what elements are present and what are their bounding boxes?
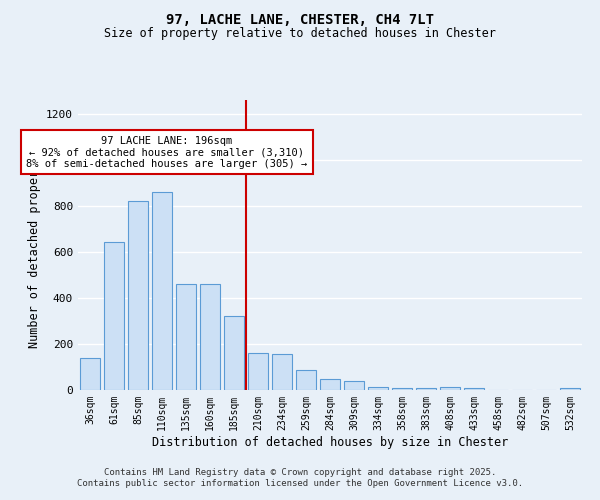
Bar: [320, 379, 340, 390]
X-axis label: Distribution of detached houses by size in Chester: Distribution of detached houses by size …: [152, 436, 508, 448]
Bar: [224, 316, 244, 390]
Y-axis label: Number of detached properties: Number of detached properties: [28, 142, 41, 348]
Bar: [272, 354, 292, 390]
Bar: [176, 284, 196, 390]
Bar: [152, 192, 172, 390]
Bar: [416, 388, 436, 390]
Text: 97, LACHE LANE, CHESTER, CH4 7LT: 97, LACHE LANE, CHESTER, CH4 7LT: [166, 12, 434, 26]
Bar: [344, 382, 364, 390]
Bar: [128, 202, 148, 390]
Bar: [392, 388, 412, 390]
Bar: [440, 387, 460, 390]
Text: Size of property relative to detached houses in Chester: Size of property relative to detached ho…: [104, 28, 496, 40]
Bar: [104, 242, 124, 390]
Bar: [296, 370, 316, 390]
Text: 97 LACHE LANE: 196sqm
← 92% of detached houses are smaller (3,310)
8% of semi-de: 97 LACHE LANE: 196sqm ← 92% of detached …: [26, 136, 307, 169]
Bar: [248, 353, 268, 390]
Bar: [560, 388, 580, 390]
Bar: [200, 284, 220, 390]
Bar: [368, 387, 388, 390]
Bar: [80, 358, 100, 390]
Bar: [464, 388, 484, 390]
Text: Contains HM Land Registry data © Crown copyright and database right 2025.
Contai: Contains HM Land Registry data © Crown c…: [77, 468, 523, 487]
